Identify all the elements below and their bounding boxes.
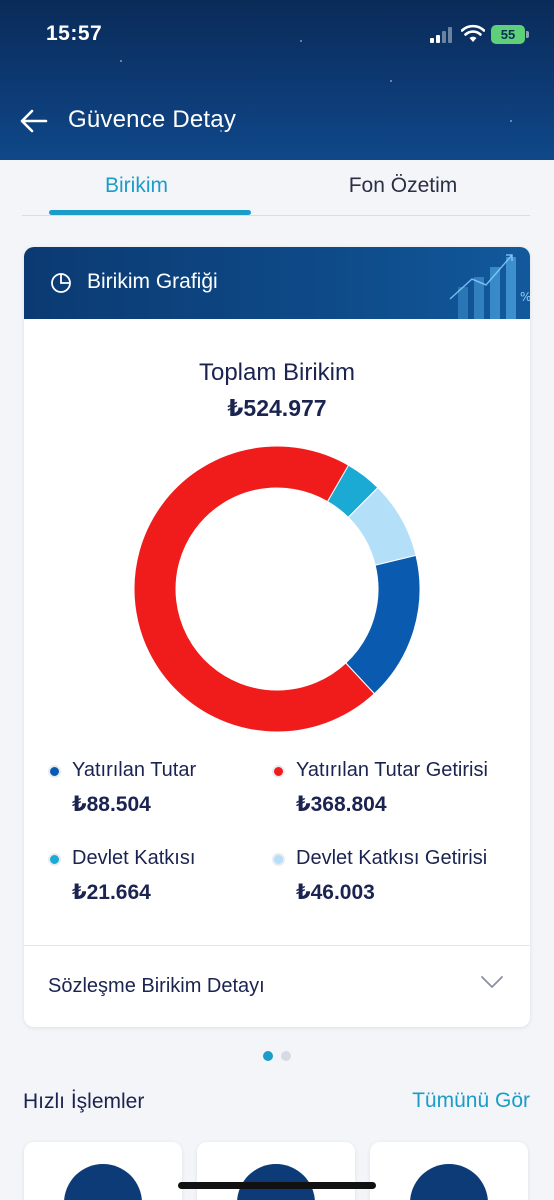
- donut-slice-yat-r-lan-tutar-getirisi: [134, 446, 376, 732]
- quick-action-card[interactable]: [24, 1142, 182, 1200]
- tab-bar: Birikim Fon Özetim: [22, 160, 530, 216]
- wifi-icon: [461, 24, 485, 42]
- contract-detail-toggle[interactable]: Sözleşme Birikim Detayı: [48, 975, 265, 997]
- page-title: Güvence Detay: [68, 106, 237, 133]
- legend-label: Devlet Katkısı: [72, 847, 196, 869]
- legend-label: Yatırılan Tutar: [72, 759, 197, 781]
- see-all-link[interactable]: Tümünü Gör: [412, 1089, 530, 1112]
- back-arrow-icon[interactable]: [18, 106, 50, 136]
- chevron-down-icon[interactable]: [480, 974, 504, 990]
- quick-actions-title: Hızlı İşlemler: [23, 1090, 145, 1113]
- svg-text:%: %: [520, 290, 530, 304]
- legend-value: ₺368.804: [296, 793, 387, 816]
- tab-fon-ozetim[interactable]: Fon Özetim: [348, 174, 458, 197]
- card-title: Birikim Grafiği: [87, 270, 218, 293]
- legend-dot: [272, 853, 285, 866]
- legend-item-yatirilan-tutar-getirisi: Yatırılan Tutar Getirisi ₺368.804: [272, 759, 522, 819]
- header-decor: [120, 60, 122, 62]
- total-savings-value: ₺524.977: [227, 395, 327, 421]
- legend-value: ₺88.504: [72, 793, 151, 816]
- legend-label: Devlet Katkısı Getirisi: [296, 847, 488, 869]
- battery-level: 55: [500, 27, 516, 42]
- legend-dot: [48, 853, 61, 866]
- savings-donut-chart: [134, 446, 420, 732]
- total-savings-label: Toplam Birikim: [198, 359, 356, 386]
- quick-action-icon: [410, 1164, 488, 1200]
- quick-action-card[interactable]: [370, 1142, 528, 1200]
- card-divider: [24, 945, 530, 946]
- header-decor: [220, 130, 222, 132]
- legend-item-yatirilan-tutar: Yatırılan Tutar ₺88.504: [48, 759, 268, 819]
- pie-chart-icon: [51, 273, 71, 293]
- legend-value: ₺21.664: [72, 881, 151, 904]
- legend-label: Yatırılan Tutar Getirisi: [296, 759, 488, 781]
- active-tab-indicator: [49, 210, 251, 215]
- legend-value: ₺46.003: [296, 881, 375, 904]
- tab-birikim[interactable]: Birikim: [105, 174, 168, 197]
- header-decor: [390, 80, 392, 82]
- savings-chart-card: Birikim Grafiği % Toplam Birikim ₺524.97…: [24, 247, 530, 1027]
- home-indicator: [178, 1182, 376, 1189]
- donut-slice-yat-r-lan-tutar: [345, 554, 420, 695]
- app-header: 15:57 55 Güvence Detay: [0, 0, 554, 160]
- header-decor: [510, 120, 512, 122]
- legend-item-devlet-katkisi-getirisi: Devlet Katkısı Getirisi ₺46.003: [272, 847, 522, 907]
- quick-action-icon: [64, 1164, 142, 1200]
- legend-item-devlet-katkisi: Devlet Katkısı ₺21.664: [48, 847, 268, 907]
- card-header: Birikim Grafiği %: [24, 247, 530, 319]
- quick-action-card[interactable]: [197, 1142, 355, 1200]
- status-bar: 15:57 55: [0, 0, 554, 70]
- cellular-signal-icon: [430, 27, 456, 43]
- pager-dot[interactable]: [281, 1051, 291, 1061]
- pager-dot-active[interactable]: [263, 1051, 273, 1061]
- battery-icon: 55: [491, 25, 529, 44]
- legend-dot: [272, 765, 285, 778]
- nav-bar: Güvence Detay: [0, 92, 554, 152]
- growth-chart-decor-icon: %: [449, 254, 530, 319]
- status-time: 15:57: [46, 22, 103, 45]
- header-decor: [300, 40, 302, 42]
- legend-dot: [48, 765, 61, 778]
